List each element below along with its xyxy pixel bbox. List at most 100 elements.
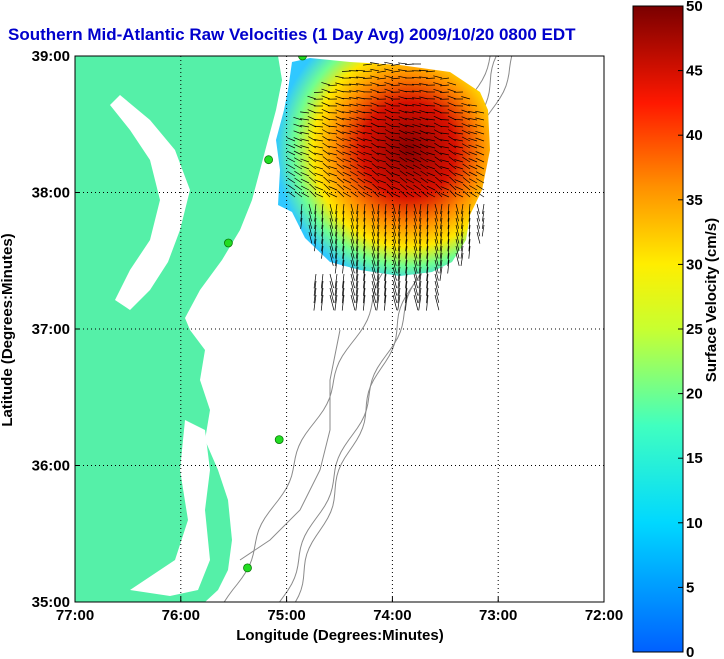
velocity-arrow xyxy=(468,158,478,163)
velocity-arrow xyxy=(335,210,338,222)
velocity-arrow xyxy=(475,137,485,142)
velocity-arrow xyxy=(461,129,471,135)
velocity-arrow xyxy=(300,185,310,191)
velocity-arrow xyxy=(349,117,359,121)
velocity-arrow xyxy=(413,287,419,303)
velocity-arrow xyxy=(362,77,373,79)
velocity-arrow xyxy=(323,183,331,191)
velocity-arrow xyxy=(413,252,418,266)
velocity-arrow xyxy=(314,224,317,237)
velocity-arrow xyxy=(447,259,450,274)
velocity-arrow xyxy=(329,203,333,214)
velocity-arrow xyxy=(440,203,443,215)
velocity-arrow xyxy=(468,151,478,156)
velocity-arrow xyxy=(386,176,394,184)
velocity-arrow xyxy=(370,68,380,72)
y-tick-label: 39:00 xyxy=(32,48,70,65)
velocity-arrow xyxy=(342,185,352,191)
velocity-arrow xyxy=(372,190,380,198)
velocity-arrow xyxy=(308,143,317,149)
colorbar-tick-label: 30 xyxy=(686,256,703,273)
radar-station-marker xyxy=(264,155,274,165)
velocity-arrow xyxy=(468,164,478,170)
velocity-arrow xyxy=(391,186,401,191)
velocity-arrow xyxy=(454,186,464,191)
velocity-arrow xyxy=(342,158,352,163)
velocity-arrow xyxy=(363,231,366,244)
velocity-arrow xyxy=(329,294,335,311)
velocity-arrow xyxy=(426,294,429,311)
velocity-arrow xyxy=(363,63,373,66)
velocity-arrow xyxy=(313,280,317,296)
velocity-arrow xyxy=(376,125,387,128)
velocity-arrow xyxy=(435,176,443,184)
velocity-arrow xyxy=(392,210,396,222)
velocity-arrow xyxy=(405,165,415,170)
velocity-arrow xyxy=(377,152,387,156)
velocity-arrow xyxy=(454,132,464,135)
velocity-arrow xyxy=(482,203,485,215)
velocity-arrow xyxy=(342,203,345,215)
velocity-arrow xyxy=(434,224,439,237)
velocity-arrow xyxy=(412,117,422,121)
velocity-arrow xyxy=(392,231,397,244)
velocity-arrow xyxy=(300,210,303,222)
velocity-arrow xyxy=(363,131,373,135)
velocity-arrow xyxy=(349,144,359,149)
velocity-arrow xyxy=(355,69,366,72)
velocity-arrow xyxy=(355,266,359,281)
velocity-arrow xyxy=(440,193,450,198)
colorbar-ticks: 0 5 10 15 20 25 30 35 40 45 50 xyxy=(678,0,703,659)
velocity-arrow xyxy=(406,192,415,198)
velocity-arrow xyxy=(426,192,436,198)
velocity-arrow xyxy=(384,88,394,93)
velocity-arrow xyxy=(420,184,429,191)
velocity-arrow xyxy=(455,210,459,222)
velocity-arrow xyxy=(363,266,366,281)
velocity-arrow xyxy=(371,203,375,214)
velocity-arrow xyxy=(314,210,317,222)
velocity-arrow xyxy=(314,166,324,170)
velocity-arrow xyxy=(426,138,436,142)
y-axis-label: Latitude (Degrees:Minutes) xyxy=(0,233,16,426)
velocity-arrow xyxy=(300,131,310,135)
velocity-arrow xyxy=(323,176,331,184)
colorbar-tick-label: 40 xyxy=(686,127,703,144)
velocity-arrow xyxy=(342,238,345,252)
velocity-arrow xyxy=(363,252,366,267)
velocity-arrow xyxy=(463,190,471,198)
velocity-arrow xyxy=(413,266,418,281)
velocity-arrow xyxy=(342,259,345,274)
velocity-arrow xyxy=(426,203,429,215)
velocity-arrow xyxy=(385,142,394,149)
velocity-arrow xyxy=(336,170,345,177)
velocity-arrow xyxy=(413,217,418,229)
velocity-arrow xyxy=(371,224,376,237)
velocity-arrow xyxy=(426,179,436,184)
velocity-arrow xyxy=(363,158,373,163)
velocity-arrow xyxy=(468,104,478,107)
velocity-arrow xyxy=(391,179,401,184)
velocity-arrow xyxy=(447,252,450,267)
velocity-arrow xyxy=(468,144,478,149)
velocity-arrow xyxy=(320,294,324,311)
velocity-arrow xyxy=(418,273,422,289)
velocity-arrow xyxy=(376,245,380,259)
velocity-arrow xyxy=(412,157,422,163)
velocity-arrow xyxy=(371,294,377,311)
velocity-arrow xyxy=(454,138,464,142)
velocity-arrow xyxy=(356,224,359,237)
velocity-arrow xyxy=(349,83,359,86)
colorbar-tick-label: 50 xyxy=(686,0,703,15)
velocity-arrow xyxy=(419,203,422,215)
velocity-arrow xyxy=(420,163,429,170)
velocity-arrow xyxy=(439,91,450,93)
velocity-arrow xyxy=(434,163,443,170)
velocity-arrow xyxy=(454,165,464,170)
velocity-arrow xyxy=(405,158,415,163)
velocity-arrow xyxy=(357,184,366,191)
velocity-arrow xyxy=(397,273,401,289)
velocity-arrow xyxy=(377,172,387,177)
velocity-arrow xyxy=(460,238,464,252)
velocity-arrow xyxy=(461,136,471,142)
